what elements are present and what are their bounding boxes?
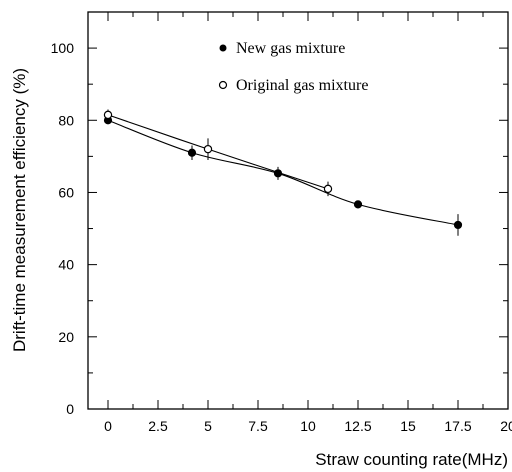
x-tick-label: 2.5 xyxy=(148,418,168,434)
y-tick-label: 40 xyxy=(58,257,74,273)
x-tick-label: 12.5 xyxy=(344,418,371,434)
data-point-original-gas xyxy=(203,144,213,154)
data-point-new-gas xyxy=(353,200,363,209)
x-tick-label: 10 xyxy=(300,418,316,434)
x-axis-label: Straw counting rate(MHz) xyxy=(315,450,508,469)
legend-marker-original-gas xyxy=(218,80,228,90)
y-tick-label: 100 xyxy=(51,40,75,56)
x-tick-label: 0 xyxy=(104,418,112,434)
legend-marker-new-gas xyxy=(219,44,227,52)
legend-label-original-gas: Original gas mixture xyxy=(236,77,368,94)
fit-curves xyxy=(107,114,459,226)
y-axis-label: Drift-time measurement efficiency (%) xyxy=(10,68,29,352)
fit-curve-new-gas xyxy=(107,119,459,226)
data-point-new-gas xyxy=(273,169,283,178)
x-tick-label: 17.5 xyxy=(444,418,471,434)
x-tick-label: 5 xyxy=(204,418,212,434)
data-point-original-gas xyxy=(103,110,113,120)
data-points xyxy=(103,110,463,230)
data-point-new-gas xyxy=(187,148,197,157)
y-tick-label: 80 xyxy=(58,112,74,128)
y-tick-label: 0 xyxy=(66,401,74,417)
y-tick-label: 60 xyxy=(58,184,74,200)
legend-label-new-gas: New gas mixture xyxy=(236,40,345,57)
x-tick-label: 20 xyxy=(500,418,512,434)
axis-ticks: 0 2.5 5 7.5 10 12.5 15 17.5 20 0 20 40 60 80 100 xyxy=(51,12,512,434)
y-tick-label: 20 xyxy=(58,329,74,345)
legend: New gas mixture Original gas mixture xyxy=(218,40,368,94)
data-point-new-gas xyxy=(453,220,463,230)
plot-frame xyxy=(87,11,509,410)
fit-curve-original-gas xyxy=(107,114,329,190)
data-point-original-gas xyxy=(323,184,333,194)
error-bars xyxy=(107,109,459,236)
x-tick-label: 15 xyxy=(400,418,416,434)
x-tick-label: 7.5 xyxy=(248,418,268,434)
